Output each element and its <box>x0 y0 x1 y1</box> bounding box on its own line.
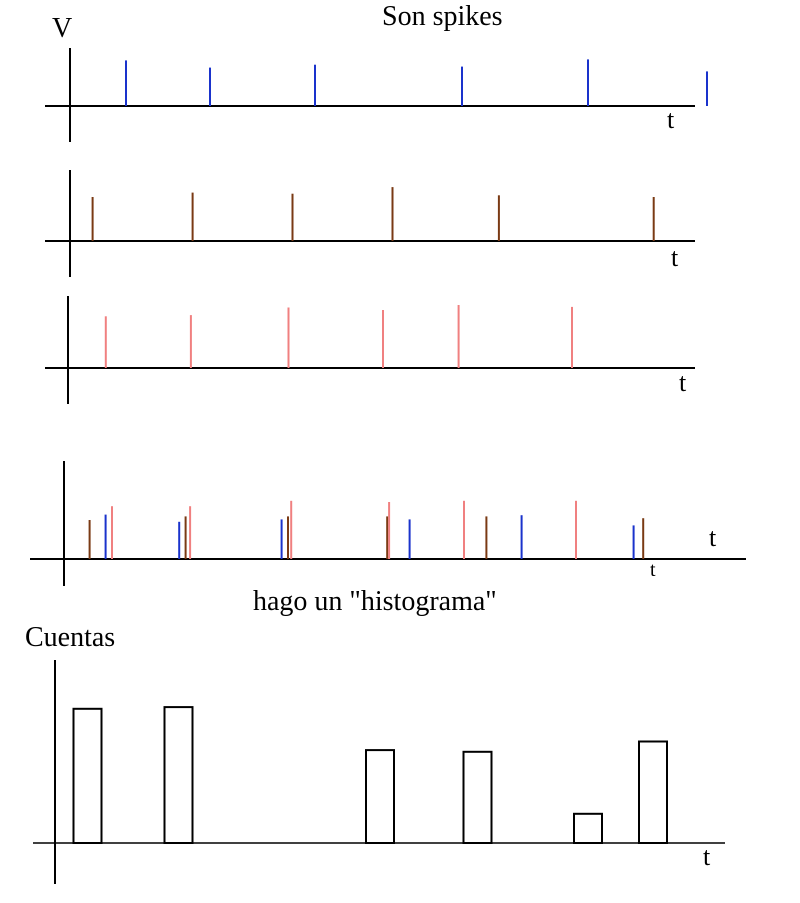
histogram-bar <box>72 707 103 844</box>
histogram-bars <box>72 706 668 844</box>
time-axis-label: t <box>671 243 679 272</box>
histogram-bar <box>573 812 603 844</box>
histogram-y-label: Cuentas <box>25 622 115 653</box>
spike-marks <box>125 59 708 106</box>
time-axis-label-small: t <box>650 559 656 581</box>
time-axis-label: t <box>703 842 711 871</box>
time-axis-label: t <box>709 523 717 552</box>
spike-train-pink-panel: t <box>45 296 695 404</box>
histogram-bar <box>638 740 668 844</box>
histogram-panel: Cuentas t <box>25 622 725 884</box>
time-axis-label: t <box>667 105 675 134</box>
spike-marks <box>91 187 655 241</box>
spike-train-brown-panel: t <box>45 170 695 277</box>
spike-train-blue-panel: t <box>45 48 708 142</box>
figure-title: Son spikes <box>382 1 503 32</box>
overlaid-spike-trains-panel: t t <box>30 461 746 586</box>
voltage-axis-label: V <box>52 13 72 44</box>
histogram-caption: hago un "histograma" <box>253 586 497 617</box>
spike-marks <box>104 305 573 368</box>
histogram-bar <box>163 706 194 844</box>
histogram-bar <box>365 749 395 844</box>
time-axis-label: t <box>679 368 687 397</box>
histogram-bar <box>462 750 493 844</box>
spike-marks <box>88 500 645 559</box>
